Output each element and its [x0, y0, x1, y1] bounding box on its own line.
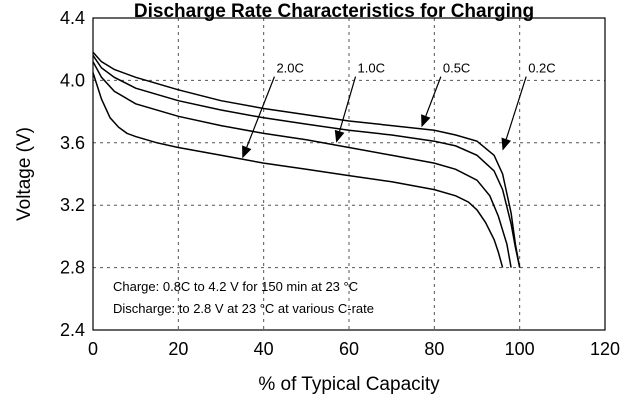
x-tick-label: 20	[168, 339, 188, 359]
tick-layer: 0 20 40 60 80 100 120 2.4 2.8 3.2 3.6 4.0 4.4	[60, 8, 620, 359]
charge-note: Charge: 0.8C to 4.2 V for 150 min at 23 …	[113, 279, 358, 294]
discharge-note: Discharge: to 2.8 V at 23 °C at various …	[113, 301, 374, 316]
series-label-0-2c: 0.2C	[528, 61, 555, 76]
arrow-head-1-0c	[334, 129, 345, 143]
x-tick-label: 80	[424, 339, 444, 359]
y-tick-label: 3.6	[60, 133, 85, 153]
x-tick-label: 60	[339, 339, 359, 359]
series-label-0-5c: 0.5C	[443, 61, 470, 76]
arrow-head-0-5c	[421, 114, 431, 128]
series-label-2-0c: 2.0C	[276, 61, 303, 76]
y-tick-label: 4.0	[60, 70, 85, 90]
plot-frame	[92, 17, 606, 331]
chart-title: Discharge Rate Characteristics for Charg…	[134, 1, 534, 22]
series-layer	[92, 51, 521, 268]
y-tick-label: 2.4	[60, 320, 85, 340]
x-tick-label: 100	[505, 339, 535, 359]
arrow-line-1-0c	[338, 76, 357, 132]
annotation-layer: 2.0C 1.0C 0.5C 0.2C	[242, 61, 556, 159]
y-axis-title: Voltage (V)	[14, 127, 35, 221]
x-tick-label: 40	[254, 339, 274, 359]
series-line-2-0c	[92, 72, 504, 268]
y-tick-label: 4.4	[60, 8, 85, 28]
series-line-1-0c	[92, 61, 512, 268]
arrow-line-0-2c	[505, 76, 527, 140]
grid-layer	[93, 18, 605, 330]
arrow-head-0-2c	[501, 137, 511, 151]
x-tick-label: 0	[88, 339, 98, 359]
arrow-line-2-0c	[246, 76, 276, 148]
arrow-head-2-0c	[242, 145, 252, 159]
x-axis-title: % of Typical Capacity	[258, 374, 440, 395]
y-tick-label: 3.2	[60, 195, 85, 215]
note-layer: Charge: 0.8C to 4.2 V for 150 min at 23 …	[113, 279, 374, 316]
x-tick-label: 120	[590, 339, 620, 359]
arrow-line-0-5c	[425, 76, 442, 117]
series-line-0-5c	[92, 54, 521, 268]
y-tick-label: 2.8	[60, 258, 85, 278]
series-line-0-2c	[92, 51, 521, 268]
series-label-1-0c: 1.0C	[358, 61, 385, 76]
